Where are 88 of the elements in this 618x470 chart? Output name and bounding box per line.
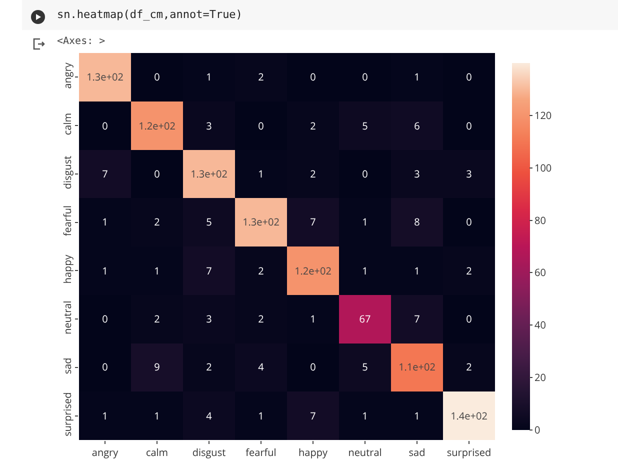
data-label: 2 bbox=[466, 264, 472, 278]
y-tick-label: calm bbox=[60, 112, 74, 136]
data-label: 1 bbox=[102, 408, 108, 422]
data-label: 67 bbox=[359, 312, 371, 326]
data-label: 2 bbox=[310, 118, 316, 132]
data-label: 2 bbox=[258, 70, 264, 84]
color-bar-label: 20 bbox=[534, 370, 546, 384]
x-tick-label: disgust bbox=[192, 445, 226, 459]
color-bar-label: 0 bbox=[534, 422, 540, 436]
x-tick-label: surprised bbox=[446, 445, 492, 459]
x-tick-label: fearful bbox=[246, 445, 276, 459]
y-tick-label: neutral bbox=[60, 300, 74, 334]
data-label: 1.1e+02 bbox=[398, 360, 436, 374]
color-bar-label: 40 bbox=[534, 318, 546, 332]
data-label: 1 bbox=[154, 264, 160, 278]
data-label: 2 bbox=[154, 312, 160, 326]
x-tick-label: happy bbox=[298, 445, 328, 459]
data-label: 0 bbox=[466, 214, 472, 228]
y-tick-label: fearful bbox=[60, 205, 74, 236]
data-label: 1 bbox=[258, 166, 264, 180]
data-label: 1.2e+02 bbox=[138, 118, 176, 132]
data-label: 1.3e+02 bbox=[86, 70, 124, 84]
data-label: 0 bbox=[310, 360, 316, 374]
data-label: 2 bbox=[258, 312, 264, 326]
color-bar-label: 60 bbox=[534, 265, 546, 280]
y-tick-label: sad bbox=[60, 358, 74, 374]
data-label: 1.3e+02 bbox=[190, 166, 228, 180]
data-label: 0 bbox=[154, 70, 160, 84]
data-label: 0 bbox=[154, 166, 160, 180]
color-bar-label: 120 bbox=[534, 108, 552, 122]
data-label: 1 bbox=[414, 408, 420, 422]
data-label: 2 bbox=[258, 264, 264, 278]
color-bar-label: 100 bbox=[534, 160, 552, 174]
data-label: 1 bbox=[154, 408, 160, 422]
y-tick-label: angry bbox=[60, 62, 74, 89]
data-label: 3 bbox=[414, 166, 420, 180]
data-label: 7 bbox=[206, 264, 212, 278]
data-label: 1 bbox=[258, 408, 264, 422]
data-label: 0 bbox=[466, 118, 472, 132]
data-label: 0 bbox=[466, 70, 472, 84]
text: sn.heatmap(df_cm,annot=True) bbox=[57, 8, 242, 21]
data-label: 4 bbox=[258, 360, 264, 374]
data-label: 4 bbox=[206, 408, 212, 422]
data-label: 5 bbox=[206, 214, 212, 228]
data-label: 3 bbox=[466, 166, 472, 180]
y-tick-label: happy bbox=[60, 254, 74, 284]
data-label: 3 bbox=[206, 312, 212, 326]
data-label: 7 bbox=[310, 214, 316, 228]
data-label: 8 bbox=[414, 214, 420, 228]
data-label: 0 bbox=[102, 312, 108, 326]
data-label: 1 bbox=[102, 264, 108, 278]
data-label: 1 bbox=[362, 214, 368, 228]
data-label: 7 bbox=[414, 312, 420, 326]
data-label: 6 bbox=[414, 118, 420, 132]
data-label: 0 bbox=[102, 360, 108, 374]
data-label: 2 bbox=[466, 360, 472, 374]
data-label: 1 bbox=[310, 312, 316, 326]
data-label: 9 bbox=[154, 360, 160, 374]
data-label: 5 bbox=[362, 360, 368, 374]
data-label: 0 bbox=[310, 70, 316, 84]
x-tick-label: neutral bbox=[348, 445, 382, 459]
data-label: 0 bbox=[362, 70, 368, 84]
x-tick-label: angry bbox=[92, 445, 120, 459]
data-label: 1.2e+02 bbox=[294, 264, 332, 278]
data-label: 1 bbox=[206, 70, 212, 84]
data-label: 0 bbox=[102, 118, 108, 132]
data-label: 1.3e+02 bbox=[242, 214, 280, 228]
x-tick-label: sad bbox=[408, 445, 426, 459]
data-label: 1 bbox=[362, 264, 368, 278]
data-label: 7 bbox=[310, 408, 316, 422]
text: <Axes: > bbox=[57, 36, 106, 47]
data-label: 1 bbox=[414, 70, 420, 84]
y-tick-label: disgust bbox=[60, 155, 74, 190]
data-label: 5 bbox=[362, 118, 368, 132]
data-label: 0 bbox=[362, 166, 368, 180]
data-label: 0 bbox=[258, 118, 264, 132]
data-label: 1.4e+02 bbox=[450, 408, 488, 422]
x-tick-label: calm bbox=[146, 445, 168, 459]
data-label: 1 bbox=[362, 408, 368, 422]
data-label: 3 bbox=[206, 118, 212, 132]
data-label: 0 bbox=[466, 312, 472, 326]
color-bar-label: 80 bbox=[534, 212, 546, 227]
data-label: 1 bbox=[414, 264, 420, 278]
data-label: 2 bbox=[154, 214, 160, 228]
data-label: 2 bbox=[310, 166, 316, 180]
data-label: 2 bbox=[206, 360, 212, 374]
data-label: 7 bbox=[102, 166, 108, 180]
data-label: 1 bbox=[102, 214, 108, 228]
